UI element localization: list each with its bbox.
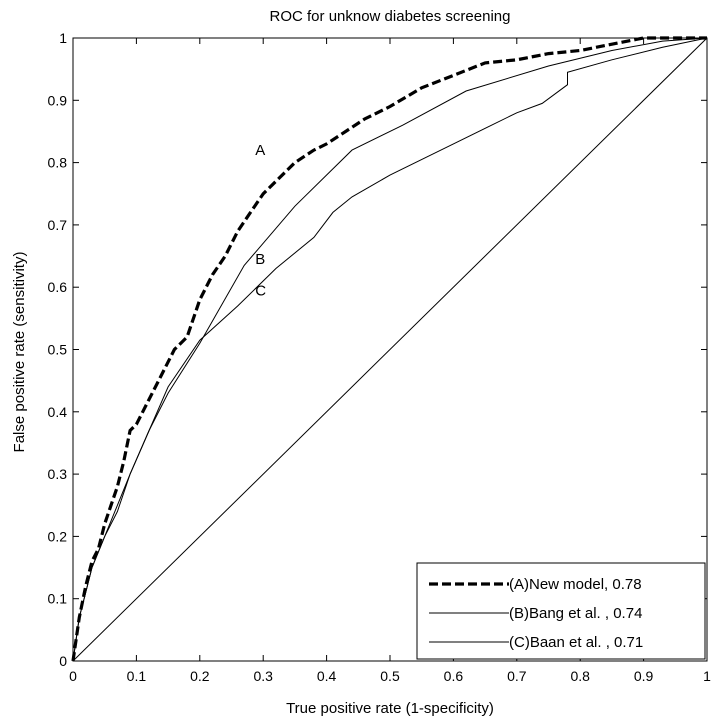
x-tick-label: 0.2 bbox=[190, 668, 210, 684]
y-tick-label: 0.2 bbox=[48, 528, 68, 544]
x-tick-label: 1 bbox=[703, 668, 711, 684]
plot-area: 0 0.1 0.2 0.3 0.4 0.5 0.6 0.7 0.8 0.9 1 0 0.1 0.2 0.3 0… bbox=[48, 30, 711, 684]
legend-entry-label: (A)New model, 0.78 bbox=[509, 576, 642, 593]
x-tick-label: 0.6 bbox=[444, 668, 464, 684]
y-tick-label: 1 bbox=[59, 30, 67, 46]
series-line-c bbox=[72, 37, 708, 662]
annotation-label: C bbox=[255, 282, 266, 299]
y-tick-label: 0.8 bbox=[48, 155, 68, 171]
y-tick-label: 0.4 bbox=[48, 404, 68, 420]
y-axis-label: False positive rate (sensitivity) bbox=[11, 252, 28, 453]
y-tick-label: 0.5 bbox=[48, 342, 68, 358]
x-tick-label: 0.7 bbox=[507, 668, 527, 684]
y-tick-label: 0.1 bbox=[48, 591, 68, 607]
x-tick-label: 0.5 bbox=[380, 668, 400, 684]
y-tick-label: 0.3 bbox=[48, 466, 68, 482]
legend-entry-label: (B)Bang et al. , 0.74 bbox=[509, 605, 642, 622]
chart-title: ROC for unknow diabetes screening bbox=[270, 8, 511, 25]
y-tick-label: 0 bbox=[59, 653, 67, 669]
x-tick-label: 0 bbox=[69, 668, 77, 684]
x-tick-label: 0.8 bbox=[570, 668, 590, 684]
reference-diagonal-line bbox=[72, 37, 708, 662]
x-tick-label: 0.3 bbox=[253, 668, 273, 684]
x-tick-label: 0.1 bbox=[127, 668, 147, 684]
y-tick-label: 0.6 bbox=[48, 279, 68, 295]
y-tick-label: 0.7 bbox=[48, 217, 68, 233]
x-tick-label: 0.4 bbox=[317, 668, 337, 684]
legend-entry-label: (C)Baan et al. , 0.71 bbox=[509, 634, 643, 651]
y-tick-label: 0.9 bbox=[48, 92, 68, 108]
x-axis-label: True positive rate (1-specificity) bbox=[286, 700, 494, 717]
legend-box bbox=[416, 562, 706, 660]
annotation-label: B bbox=[255, 251, 265, 268]
annotation-label: A bbox=[255, 142, 265, 159]
legend: (A)New model, 0.78 (B)Bang et al. , 0.74 (… bbox=[416, 562, 706, 660]
series-line-a bbox=[71, 36, 707, 662]
x-tick-label: 0.9 bbox=[634, 668, 654, 684]
